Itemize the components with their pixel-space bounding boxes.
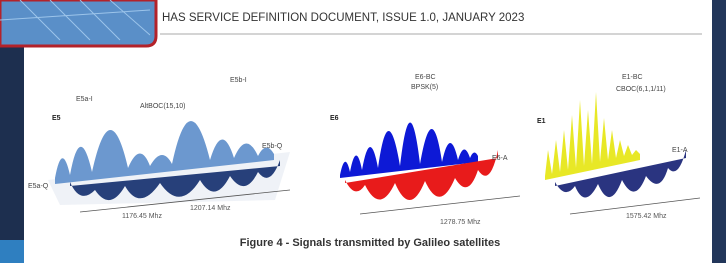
header-title: HAS SERVICE DEFINITION DOCUMENT, ISSUE 1… bbox=[162, 12, 524, 24]
signal-label: E5a-Q bbox=[28, 183, 49, 190]
signal-label: E1-A bbox=[672, 147, 688, 154]
frequency-label: 1278.75 Mhz bbox=[440, 219, 481, 226]
corner-piece bbox=[0, 240, 24, 263]
frequency-label: 1207.14 Mhz bbox=[190, 205, 231, 212]
frequency-label: 1575.42 Mhz bbox=[626, 213, 667, 220]
band-label: E6 bbox=[330, 115, 339, 122]
screenshot: HAS SERVICE DEFINITION DOCUMENT, ISSUE 1… bbox=[0, 0, 726, 263]
signal-label: E6-A bbox=[492, 155, 508, 162]
signal-label: E5b-Q bbox=[262, 143, 283, 150]
band-label: E1 bbox=[537, 118, 546, 125]
frequency-label: 1176.45 Mhz bbox=[122, 213, 162, 220]
band-label: E5 bbox=[52, 115, 61, 122]
page: {"header": {"title": "HAS SERVICE DEFINI… bbox=[0, 0, 726, 263]
signal-label: AltBOC(15,10) bbox=[140, 103, 186, 110]
signal-label: E1-BC bbox=[622, 74, 643, 81]
figure-caption: Figure 4 - Signals transmitted by Galile… bbox=[240, 237, 500, 249]
signal-label: E5b-I bbox=[230, 77, 247, 84]
right-edge bbox=[712, 0, 726, 263]
signal-label: CBOC(6,1,1/11) bbox=[616, 86, 666, 93]
signal-label: E6-BC bbox=[415, 74, 436, 81]
signal-label: BPSK(5) bbox=[411, 84, 438, 91]
signal-label: E5a-I bbox=[76, 96, 93, 103]
inset-image bbox=[0, 0, 156, 46]
